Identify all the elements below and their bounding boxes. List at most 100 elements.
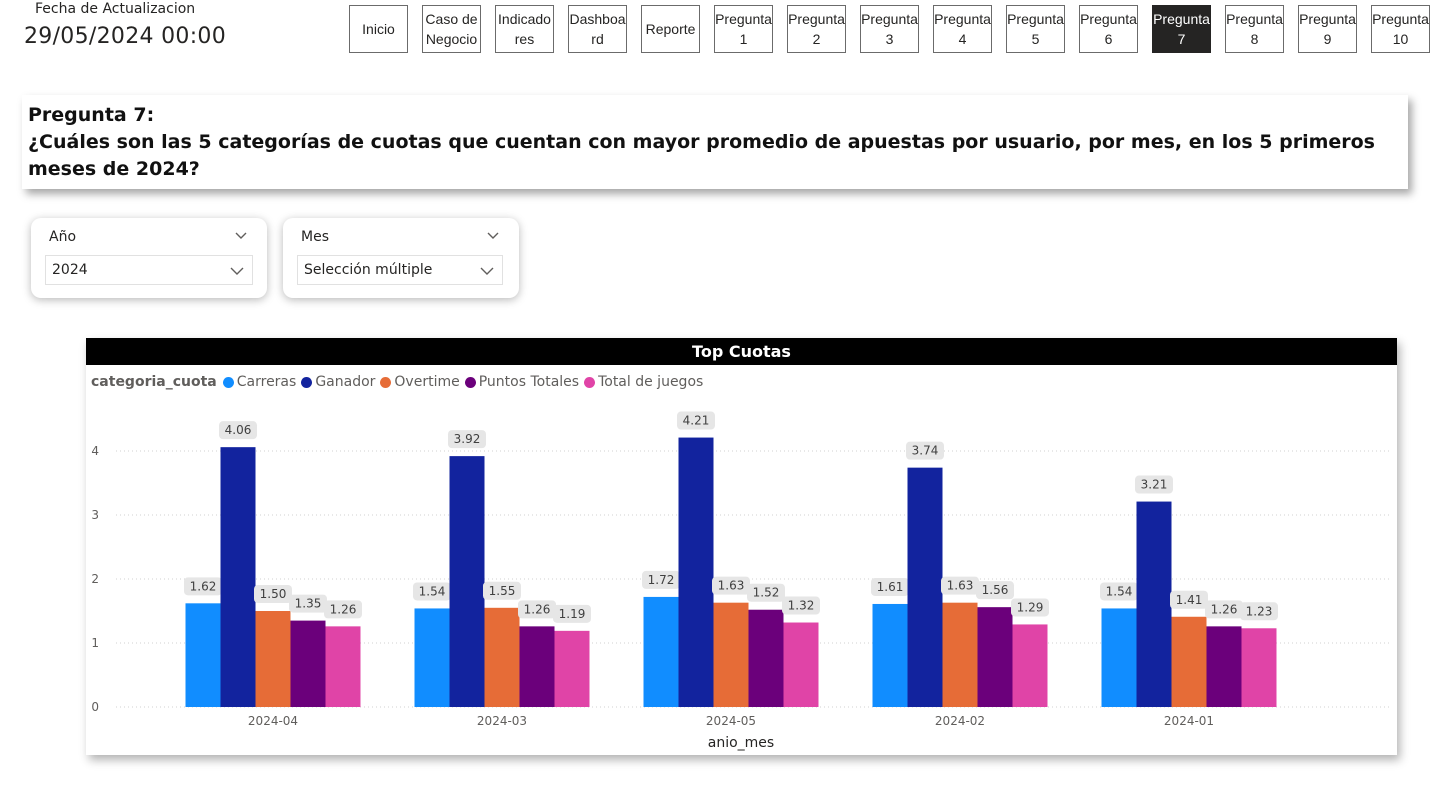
- data-label-bg: [1135, 475, 1173, 494]
- nav-button-13[interactable]: Pregunta 8: [1225, 5, 1284, 53]
- bar: [713, 602, 749, 707]
- data-label-bg: [413, 582, 451, 601]
- bar: [519, 626, 555, 707]
- legend-item[interactable]: Total de juegos: [584, 374, 703, 390]
- year-dropdown[interactable]: 2024: [45, 255, 253, 285]
- data-label: 1.29: [1017, 600, 1044, 614]
- nav-button-5[interactable]: Reporte: [641, 5, 700, 53]
- nav-button-2[interactable]: Caso de Negocio: [422, 5, 481, 53]
- data-label-bg: [1011, 598, 1049, 617]
- bar: [1012, 624, 1048, 707]
- bar: [1101, 608, 1137, 707]
- data-label: 1.19: [559, 607, 586, 621]
- legend-dot-icon: [464, 376, 476, 388]
- data-label: 1.26: [330, 602, 357, 616]
- bar-chart-plot: 0 1 2 3 4 1.62 4.06 1.50 1.35 1.26 2024-04 1.54 3.92…: [91, 411, 1392, 751]
- bar: [977, 607, 1013, 707]
- data-label-bg: [184, 577, 222, 596]
- legend-item[interactable]: Ganador: [301, 374, 375, 390]
- chart-title: Top Cuotas: [86, 338, 1397, 365]
- nav-button-11[interactable]: Pregunta 6: [1079, 5, 1138, 53]
- bar: [185, 603, 221, 707]
- data-label-bg: [324, 600, 362, 619]
- bar: [1171, 616, 1207, 707]
- legend-item[interactable]: Carreras: [222, 374, 297, 390]
- bar: [872, 603, 908, 707]
- nav-button-8[interactable]: Pregunta 3: [860, 5, 919, 53]
- data-label: 3.92: [454, 432, 481, 446]
- month-dropdown[interactable]: Selección múltiple: [297, 255, 503, 285]
- legend-dot-icon: [301, 376, 313, 388]
- year-dropdown-value: 2024: [52, 262, 88, 278]
- bar: [449, 456, 485, 707]
- legend-label: Puntos Totales: [478, 374, 580, 390]
- data-label: 1.26: [524, 602, 551, 616]
- nav-button-10[interactable]: Pregunta 5: [1006, 5, 1065, 53]
- legend-label: Carreras: [236, 374, 297, 390]
- data-label: 1.50: [260, 587, 287, 601]
- data-label: 1.63: [947, 579, 974, 593]
- chevron-down-icon[interactable]: [486, 229, 500, 243]
- bar: [748, 609, 784, 707]
- data-label-bg: [1240, 602, 1278, 621]
- data-label-bg: [219, 421, 257, 440]
- data-label: 3.74: [912, 444, 939, 458]
- data-label-bg: [1170, 590, 1208, 609]
- bar: [678, 437, 714, 707]
- chevron-down-icon[interactable]: [234, 229, 248, 243]
- data-label-bg: [1100, 582, 1138, 601]
- legend-label: Total de juegos: [598, 374, 704, 390]
- data-label: 1.62: [190, 579, 217, 593]
- x-tick-label: 2024-04: [248, 714, 298, 728]
- data-label-bg: [747, 583, 785, 602]
- data-label-bg: [1205, 600, 1243, 619]
- data-label: 1.23: [1246, 604, 1273, 618]
- data-label: 1.72: [648, 573, 675, 587]
- legend-title: categoria_cuota: [91, 374, 217, 390]
- legend-item[interactable]: Puntos Totales: [464, 374, 580, 390]
- x-tick-label: 2024-05: [706, 714, 756, 728]
- legend-item[interactable]: Overtime: [380, 374, 460, 390]
- month-dropdown-value: Selección múltiple: [304, 262, 433, 278]
- data-label-bg: [941, 576, 979, 595]
- year-slicer-header: Año: [49, 229, 77, 245]
- data-label: 1.26: [1211, 602, 1238, 616]
- data-label-bg: [518, 600, 556, 619]
- nav-button-6[interactable]: Pregunta 1: [714, 5, 773, 53]
- nav-button-4[interactable]: Dashboa rd: [568, 5, 627, 53]
- year-slicer: Año 2024: [31, 218, 267, 298]
- bar: [414, 608, 450, 707]
- update-label: Fecha de Actualizacion: [35, 1, 196, 17]
- bar: [220, 447, 256, 707]
- bar: [643, 596, 679, 707]
- x-tick-label: 2024-02: [935, 714, 985, 728]
- y-tick-label: 0: [91, 700, 99, 714]
- nav-button-14[interactable]: Pregunta 9: [1298, 5, 1357, 53]
- legend-label: Overtime: [394, 374, 460, 390]
- nav-button-15[interactable]: Pregunta 10: [1371, 5, 1430, 53]
- nav-button-1[interactable]: Inicio: [349, 5, 408, 53]
- legend-label: Ganador: [315, 374, 376, 390]
- nav-button-3[interactable]: Indicado res: [495, 5, 554, 53]
- data-label: 1.52: [753, 586, 780, 600]
- bar: [554, 630, 590, 707]
- chart-legend: categoria_cuota Carreras Ganador Overtime P…: [91, 374, 708, 390]
- chevron-down-icon: [230, 267, 244, 275]
- data-label: 1.35: [295, 597, 322, 611]
- bar: [1206, 626, 1242, 707]
- nav-button-7[interactable]: Pregunta 2: [787, 5, 846, 53]
- bar: [942, 602, 978, 707]
- nav-button-12[interactable]: Pregunta 7: [1152, 5, 1211, 53]
- y-tick-label: 1: [91, 636, 99, 650]
- data-label: 1.55: [489, 584, 516, 598]
- data-label: 1.56: [982, 583, 1009, 597]
- data-label-bg: [289, 594, 327, 613]
- nav-button-9[interactable]: Pregunta 4: [933, 5, 992, 53]
- bar: [325, 626, 361, 707]
- x-tick-label: 2024-03: [477, 714, 527, 728]
- bar: [1136, 501, 1172, 707]
- month-slicer-header: Mes: [301, 229, 329, 245]
- month-slicer: Mes Selección múltiple: [283, 218, 519, 298]
- legend-dot-icon: [222, 376, 234, 388]
- data-label-bg: [448, 430, 486, 449]
